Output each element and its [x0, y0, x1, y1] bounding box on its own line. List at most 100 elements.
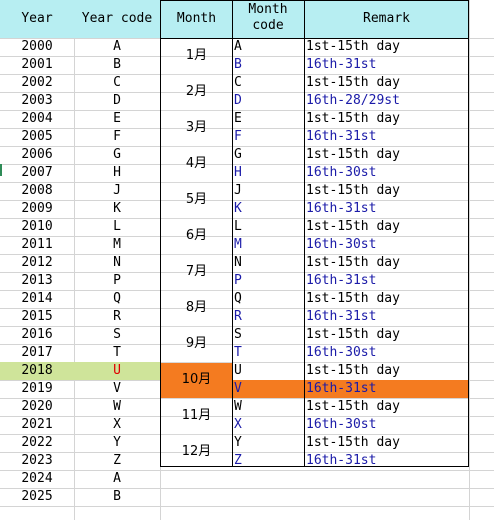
year-cell[interactable]: 2011 [21, 237, 53, 252]
month-label[interactable]: 7月 [185, 264, 208, 279]
month-code-cell[interactable]: K [234, 201, 242, 216]
month-code-cell[interactable]: H [234, 165, 242, 180]
header-remark[interactable]: Remark [363, 11, 410, 26]
year-code-cell[interactable]: P [113, 273, 121, 288]
year-cell[interactable]: 2022 [21, 435, 53, 450]
month-label[interactable]: 1月 [185, 48, 208, 63]
year-code-cell[interactable]: H [113, 165, 121, 180]
remark-cell[interactable]: 1st-15th day [306, 291, 400, 306]
year-code-cell[interactable]: F [113, 129, 121, 144]
month-code-cell[interactable]: Z [234, 453, 242, 468]
month-code-cell[interactable]: X [234, 417, 242, 432]
year-code-cell[interactable]: V [113, 381, 121, 396]
year-code-cell[interactable]: A [113, 39, 121, 54]
month-code-cell[interactable]: C [234, 75, 242, 90]
year-code-cell[interactable]: R [113, 309, 121, 324]
remark-cell[interactable]: 16th-30st [306, 345, 377, 360]
month-code-cell[interactable]: M [234, 237, 242, 252]
month-label[interactable]: 9月 [185, 336, 208, 351]
year-cell[interactable]: 2003 [21, 93, 53, 108]
year-code-cell[interactable]: K [113, 201, 121, 216]
header-month-code[interactable]: Month code [232, 2, 304, 34]
month-code-cell[interactable]: W [234, 399, 242, 414]
header-year-code[interactable]: Year code [81, 11, 153, 26]
remark-cell[interactable]: 1st-15th day [306, 363, 400, 378]
remark-cell[interactable]: 1st-15th day [306, 183, 400, 198]
year-code-cell[interactable]: M [113, 237, 121, 252]
remark-cell[interactable]: 1st-15th day [306, 255, 400, 270]
year-code-cell[interactable]: D [113, 93, 121, 108]
year-code-cell[interactable]: T [113, 345, 121, 360]
year-cell[interactable]: 2019 [21, 381, 53, 396]
remark-cell[interactable]: 16th-30st [306, 417, 377, 432]
month-code-cell[interactable]: D [234, 93, 242, 108]
month-code-cell[interactable]: G [234, 147, 242, 162]
year-code-cell[interactable]: A [113, 471, 121, 486]
year-code-cell[interactable]: Z [113, 453, 121, 468]
month-label[interactable]: 11月 [181, 408, 212, 423]
year-cell[interactable]: 2014 [21, 291, 53, 306]
year-cell[interactable]: 2025 [21, 489, 53, 504]
year-code-cell[interactable]: S [113, 327, 121, 342]
year-cell[interactable]: 2001 [21, 57, 53, 72]
month-code-cell[interactable]: B [234, 57, 242, 72]
year-code-cell[interactable]: B [113, 57, 121, 72]
remark-cell[interactable]: 1st-15th day [306, 219, 400, 234]
month-code-cell[interactable]: U [234, 363, 242, 378]
remark-cell[interactable]: 16th-31st [306, 201, 377, 216]
year-code-cell[interactable]: N [113, 255, 121, 270]
header-month[interactable]: Month [176, 11, 217, 26]
month-code-cell[interactable]: Q [234, 291, 242, 306]
remark-cell[interactable]: 16th-31st [306, 453, 377, 468]
year-cell[interactable]: 2015 [21, 309, 53, 324]
remark-cell[interactable]: 1st-15th day [306, 327, 400, 342]
year-cell[interactable]: 2024 [21, 471, 53, 486]
year-code-cell[interactable]: E [113, 111, 121, 126]
month-label[interactable]: 3月 [185, 120, 208, 135]
remark-cell[interactable]: 16th-28/29st [306, 93, 400, 108]
month-code-cell[interactable]: E [234, 111, 242, 126]
year-cell[interactable]: 2007 [21, 165, 53, 180]
remark-cell[interactable]: 16th-30st [306, 165, 377, 180]
month-label[interactable]: 10月 [181, 372, 212, 387]
year-code-cell[interactable]: U [113, 363, 121, 378]
year-code-cell[interactable]: C [113, 75, 121, 90]
remark-cell[interactable]: 16th-31st [306, 309, 377, 324]
month-code-cell[interactable]: S [234, 327, 242, 342]
month-code-cell[interactable]: P [234, 273, 242, 288]
year-cell[interactable]: 2005 [21, 129, 53, 144]
year-cell[interactable]: 2017 [21, 345, 53, 360]
remark-cell[interactable]: 1st-15th day [306, 435, 400, 450]
remark-cell[interactable]: 16th-31st [306, 57, 377, 72]
year-cell[interactable]: 2002 [21, 75, 53, 90]
remark-cell[interactable]: 16th-31st [306, 381, 377, 396]
year-code-cell[interactable]: Q [113, 291, 121, 306]
year-code-cell[interactable]: B [113, 489, 121, 504]
month-code-cell[interactable]: J [234, 183, 242, 198]
year-cell[interactable]: 2013 [21, 273, 53, 288]
month-code-cell[interactable]: L [234, 219, 242, 234]
remark-cell[interactable]: 1st-15th day [306, 39, 400, 54]
month-code-cell[interactable]: A [234, 39, 242, 54]
year-cell[interactable]: 2000 [21, 39, 53, 54]
remark-cell[interactable]: 16th-30st [306, 237, 377, 252]
year-cell[interactable]: 2023 [21, 453, 53, 468]
remark-cell[interactable]: 1st-15th day [306, 75, 400, 90]
month-code-cell[interactable]: N [234, 255, 242, 270]
year-cell[interactable]: 2012 [21, 255, 53, 270]
year-cell[interactable]: 2016 [21, 327, 53, 342]
year-cell[interactable]: 2021 [21, 417, 53, 432]
year-cell[interactable]: 2004 [21, 111, 53, 126]
year-cell[interactable]: 2020 [21, 399, 53, 414]
month-label[interactable]: 6月 [185, 228, 208, 243]
year-code-cell[interactable]: G [113, 147, 121, 162]
year-cell[interactable]: 2009 [21, 201, 53, 216]
year-cell[interactable]: 2008 [21, 183, 53, 198]
month-label[interactable]: 8月 [185, 300, 208, 315]
year-cell[interactable]: 2010 [21, 219, 53, 234]
remark-cell[interactable]: 1st-15th day [306, 147, 400, 162]
month-code-cell[interactable]: Y [234, 435, 242, 450]
month-code-cell[interactable]: V [234, 381, 242, 396]
year-code-cell[interactable]: L [113, 219, 121, 234]
month-label[interactable]: 2月 [185, 84, 208, 99]
